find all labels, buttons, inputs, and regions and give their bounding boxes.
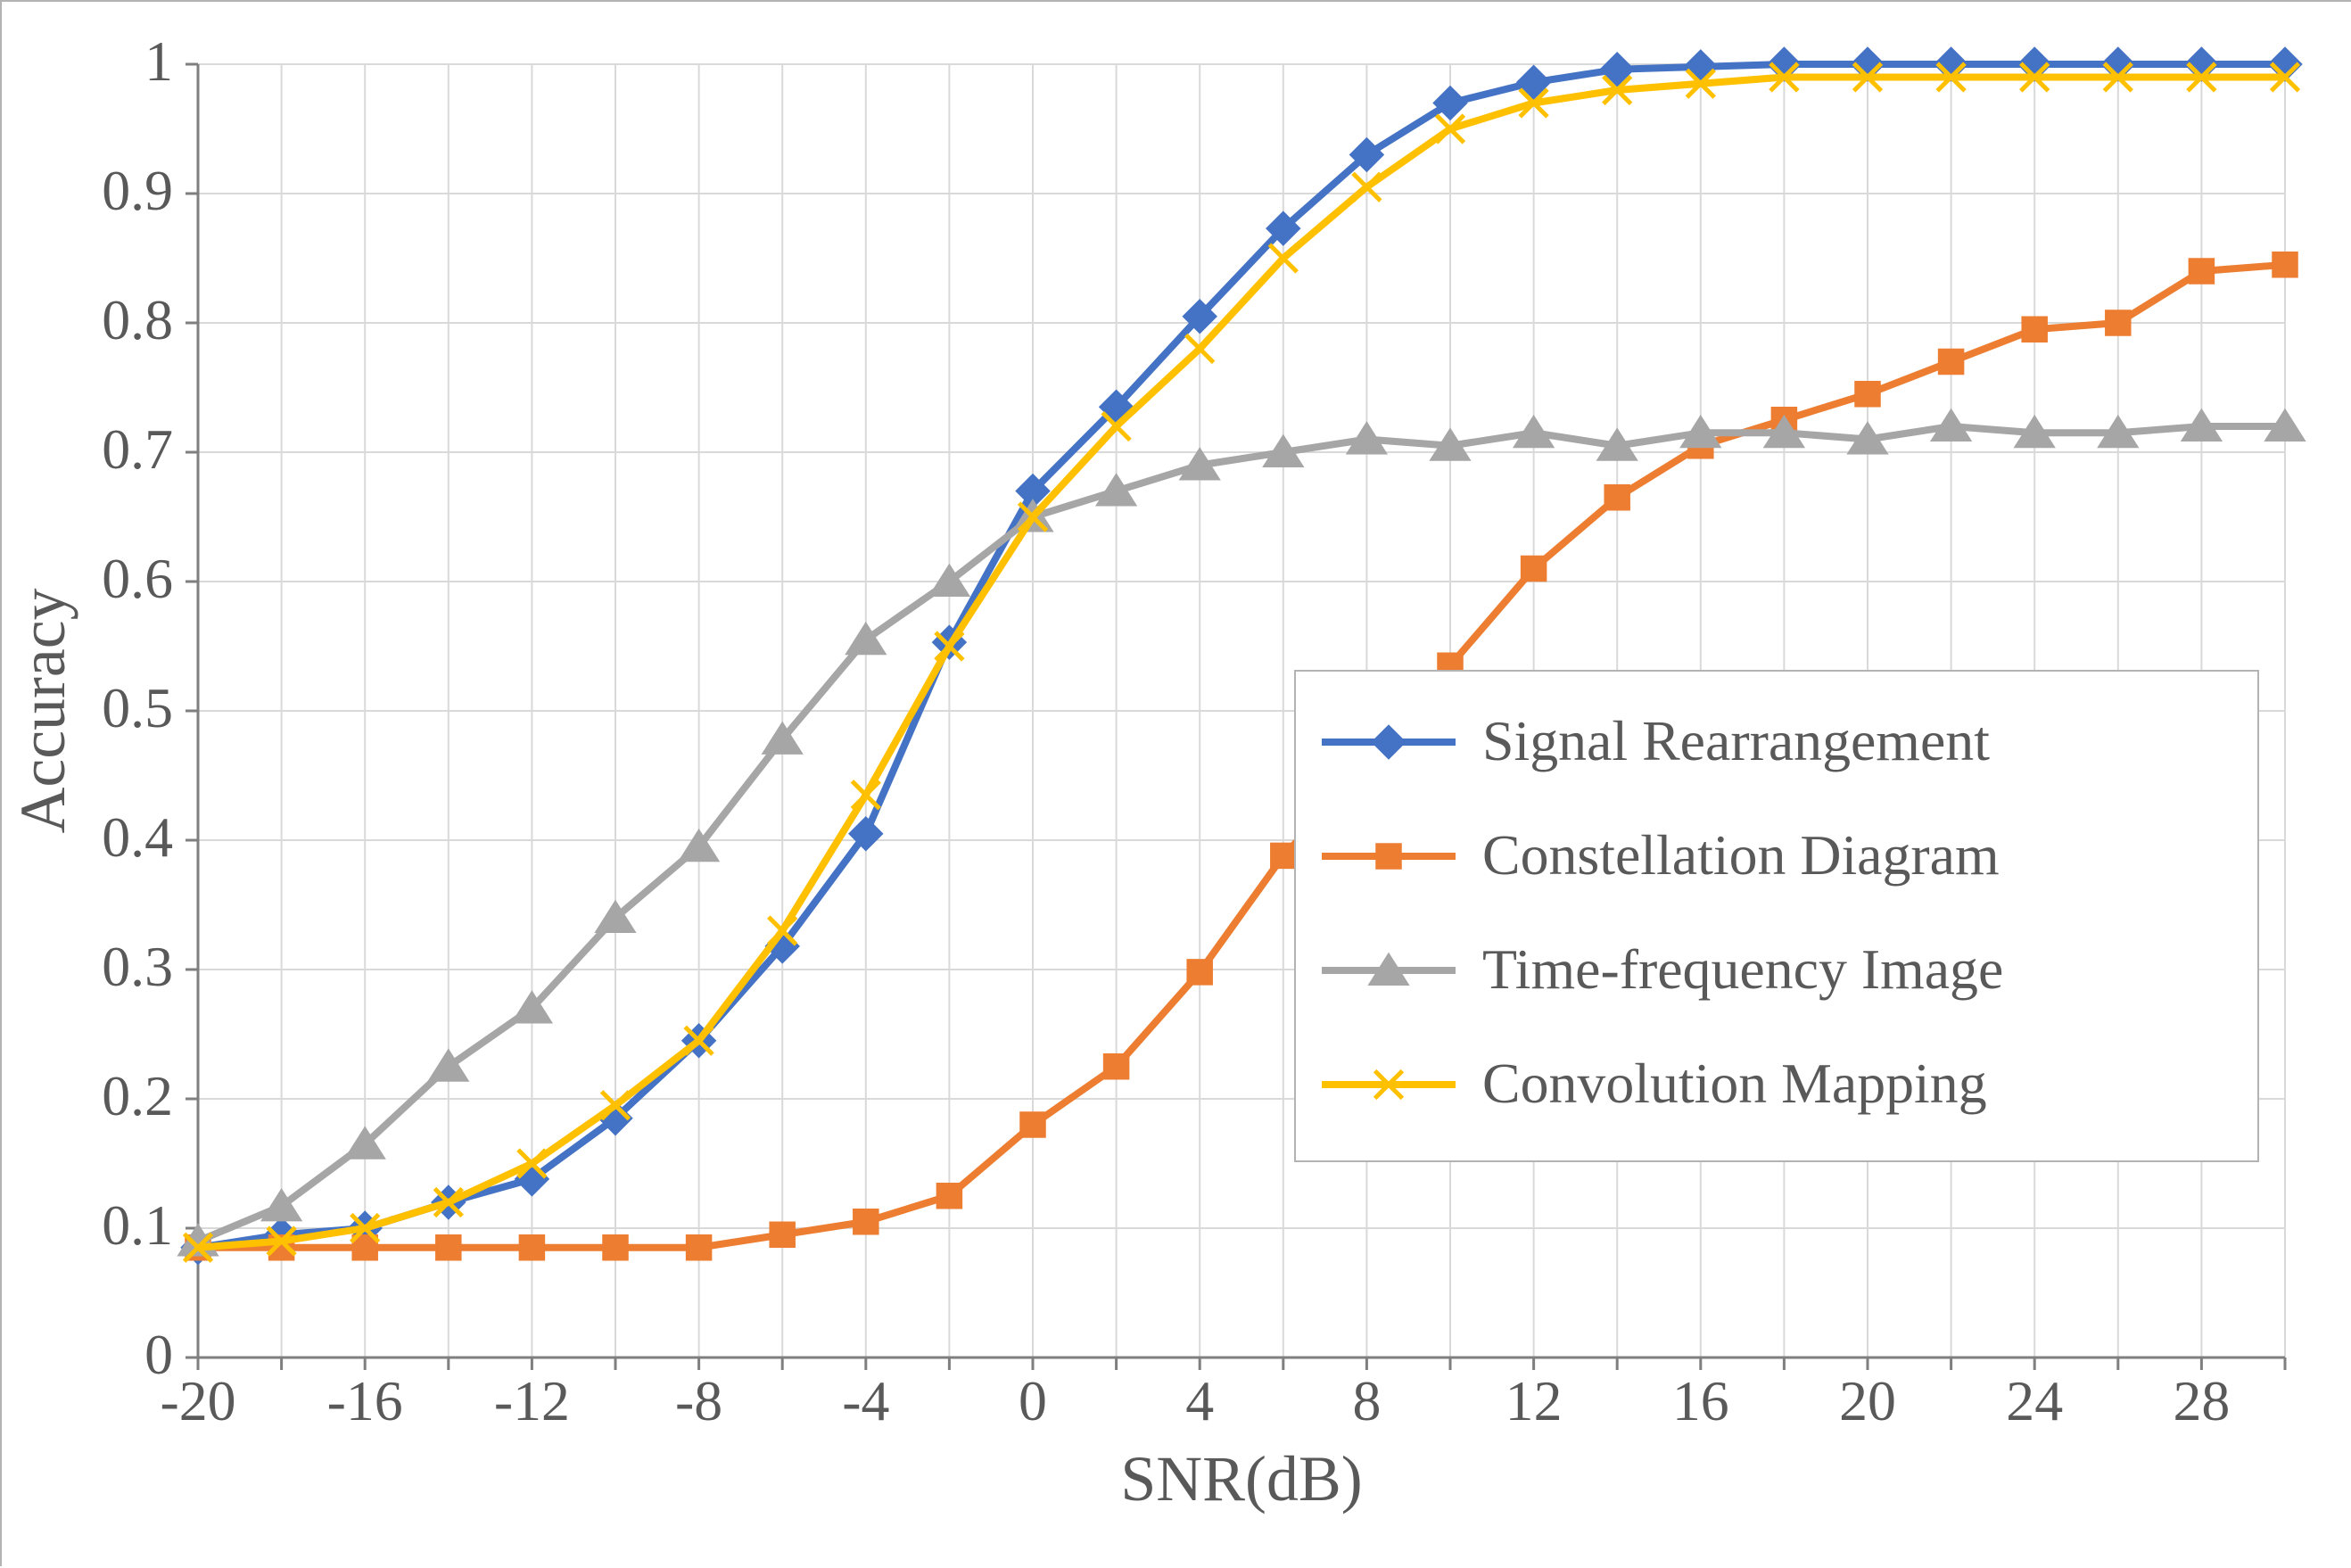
svg-text:-16: -16 [327,1369,403,1432]
svg-text:0.6: 0.6 [102,547,173,610]
y-axis-title: Accuracy [7,588,78,833]
x-axis-title: SNR(dB) [1120,1443,1362,1514]
svg-text:16: 16 [1672,1369,1729,1432]
svg-text:0.3: 0.3 [102,935,173,998]
legend-label-constellation_diagram: Constellation Diagram [1482,823,2000,887]
svg-text:12: 12 [1505,1369,1563,1432]
svg-text:-12: -12 [494,1369,570,1432]
svg-text:0.1: 0.1 [102,1193,173,1257]
svg-text:-20: -20 [160,1369,235,1432]
svg-text:4: 4 [1185,1369,1214,1432]
legend-label-time_frequency_image: Time-frequency Image [1482,937,2003,1001]
svg-text:0.8: 0.8 [102,288,173,351]
svg-text:24: 24 [2006,1369,2063,1432]
legend: Signal Rearrangement Constellation Diagra… [1295,671,2258,1161]
legend-label-convolution_mapping: Convolution Mapping [1482,1052,1987,1115]
accuracy-vs-snr-line-chart: 0 0.1 0.2 0.3 0.4 0.5 0.6 0.7 0.8 0.9 1 -20 -16 -12 -8… [2,2,2351,1568]
svg-text:0.7: 0.7 [102,417,173,481]
chart-container: 0 0.1 0.2 0.3 0.4 0.5 0.6 0.7 0.8 0.9 1 -20 -16 -12 -8… [0,0,2351,1566]
svg-text:0.5: 0.5 [102,676,173,739]
svg-text:-4: -4 [842,1369,889,1432]
svg-text:0.4: 0.4 [102,805,173,869]
svg-text:8: 8 [1352,1369,1381,1432]
legend-label-signal_rearrangement: Signal Rearrangement [1482,709,1990,772]
svg-text:0: 0 [1019,1369,1047,1432]
svg-text:-8: -8 [675,1369,722,1432]
svg-text:0.2: 0.2 [102,1064,173,1127]
svg-text:0.9: 0.9 [102,159,173,222]
svg-text:28: 28 [2173,1369,2230,1432]
svg-text:1: 1 [144,29,173,93]
svg-text:20: 20 [1839,1369,1896,1432]
